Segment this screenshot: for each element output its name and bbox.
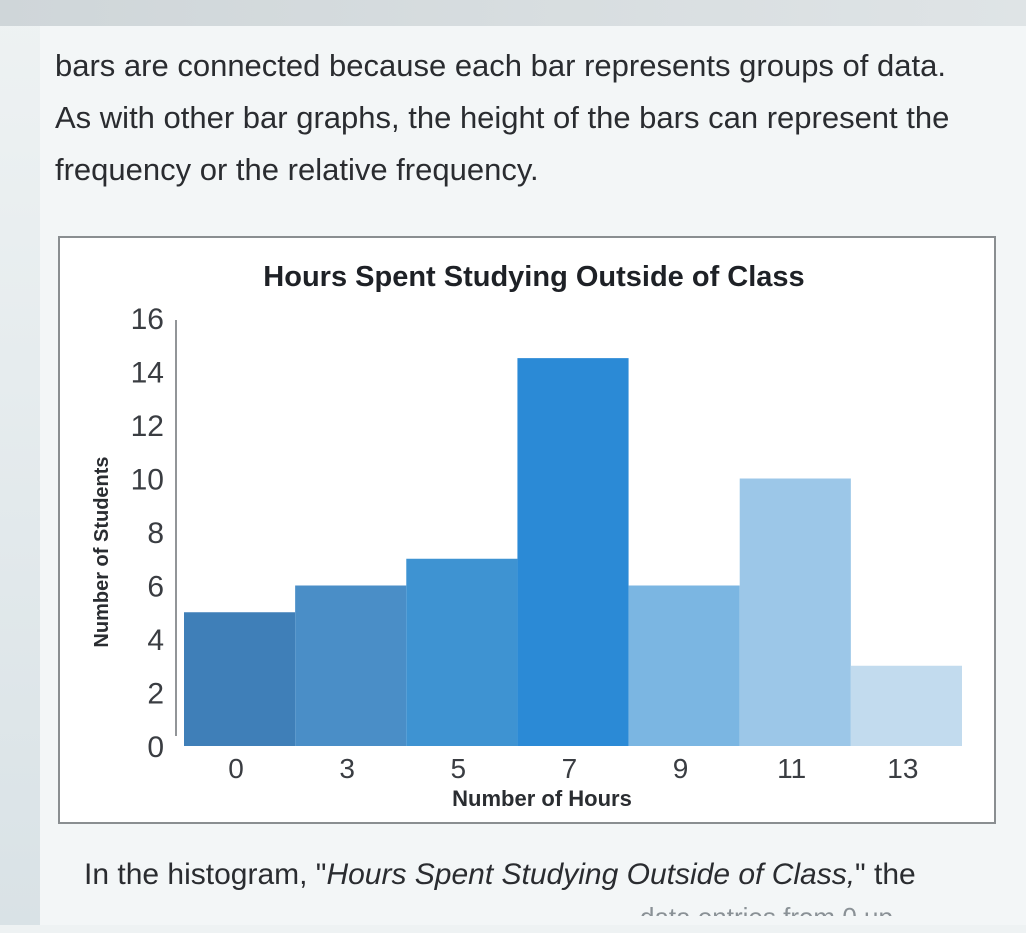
- histogram-bar: [406, 558, 518, 746]
- y-tick-label: 12: [131, 410, 164, 443]
- histogram-bar: [850, 665, 962, 746]
- histogram-bar: [739, 478, 851, 746]
- histogram-figure: Hours Spent Studying Outside of Class 0 2 4…: [58, 236, 996, 824]
- top-shadow-strip: [0, 0, 1026, 26]
- x-tick-label: 7: [562, 753, 578, 784]
- histogram-bar: [295, 585, 407, 746]
- outro-after: " the: [855, 858, 916, 891]
- chart-title: Hours Spent Studying Outside of Class: [263, 261, 804, 293]
- outro-before: In the histogram, ": [84, 858, 327, 891]
- intro-paragraph: bars are connected because each bar repr…: [55, 48, 950, 187]
- y-axis-label: Number of Students: [91, 456, 113, 647]
- y-tick-label: 2: [147, 678, 164, 711]
- histogram-chart: Hours Spent Studying Outside of Class 0 2 4…: [91, 261, 962, 811]
- x-tick-label: 5: [450, 753, 466, 784]
- x-axis-label: Number of Hours: [452, 786, 632, 811]
- y-tick-label: 4: [147, 624, 164, 657]
- histogram-bar: [517, 358, 629, 746]
- y-tick-label: 6: [147, 571, 164, 604]
- cut-off-text: data entries from 0 up: [640, 902, 893, 916]
- x-tick-label: 3: [339, 753, 355, 784]
- histogram-bar: [628, 585, 740, 746]
- histogram-bar: [184, 612, 296, 746]
- x-tick-label: 11: [777, 753, 806, 784]
- x-tick-label: 13: [887, 753, 918, 784]
- y-tick-label: 0: [147, 731, 164, 764]
- x-tick-label: 0: [228, 753, 244, 784]
- y-tick-label: 16: [131, 303, 164, 336]
- outro-paragraph: In the histogram, "Hours Spent Studying …: [84, 856, 1004, 894]
- outro-italic-title: Hours Spent Studying Outside of Class,: [326, 858, 856, 891]
- x-tick-label: 9: [673, 753, 689, 784]
- y-tick-label: 10: [131, 464, 164, 497]
- y-tick-label: 8: [147, 517, 164, 550]
- y-tick-label: 14: [131, 357, 164, 390]
